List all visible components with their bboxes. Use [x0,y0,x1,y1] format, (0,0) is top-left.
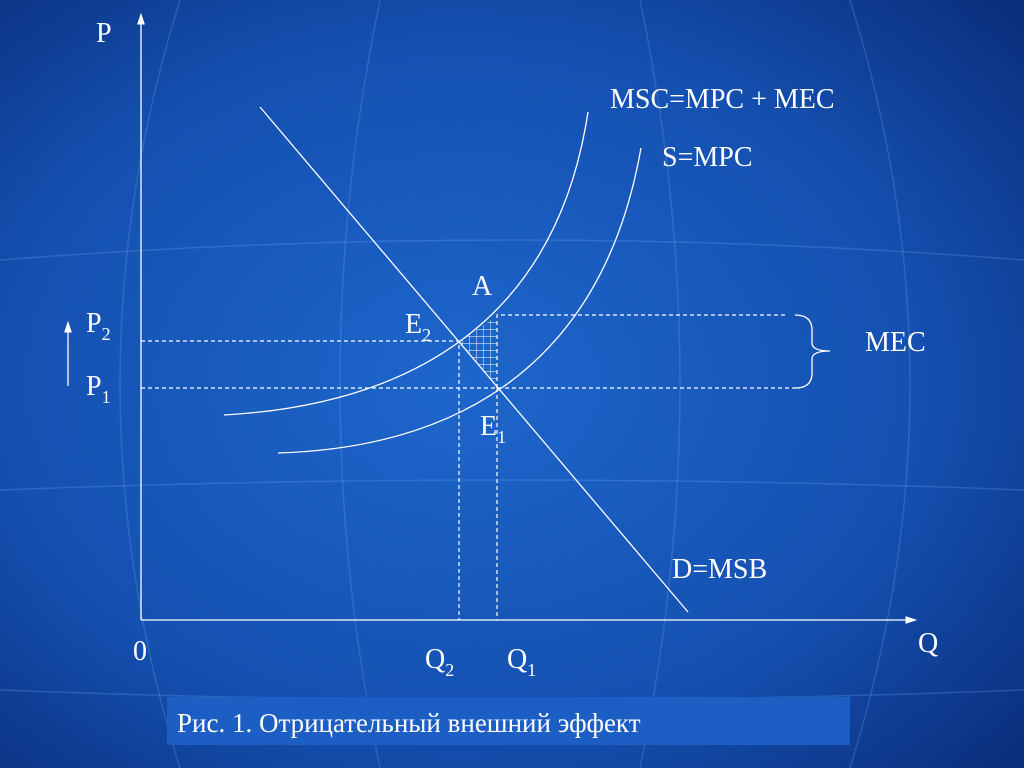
base: E [480,411,497,442]
mec-label: MEC [865,327,926,358]
mec-guide [496,314,785,388]
origin-label: 0 [133,636,147,667]
s-label: S=MPC [662,142,753,173]
sub: 2 [102,324,111,344]
x-axis-label: Q [918,628,938,659]
base: Q [425,644,445,675]
msc-label: MSC=MPC + MEC [610,84,835,115]
q1-label: Q1 [507,644,536,680]
sub: 2 [422,325,431,345]
brace [794,314,831,389]
point-e1: E1 [480,411,506,447]
caption-box [167,697,850,745]
d-label: D=MSB [672,554,767,585]
hatched-area [459,316,497,388]
s-curve [277,147,642,454]
sub: 1 [497,427,506,447]
p1-label: P1 [86,371,111,407]
base: P [86,308,102,339]
p1-q1-guide [141,387,800,620]
sub: 1 [102,387,111,407]
point-e2: E2 [405,309,431,345]
caption: Рис. 1. Отрицательный внешний эффект [177,708,641,738]
msc-curve [223,111,589,416]
y-axis-label: P [96,18,112,49]
q2-label: Q2 [425,644,454,680]
p2-label: P2 [86,308,111,344]
base: E [405,309,422,340]
sub: 1 [527,660,536,680]
demand-line [259,106,689,613]
base: P [86,371,102,402]
sub: 2 [445,660,454,680]
base: Q [507,644,527,675]
point-a: A [472,271,493,302]
